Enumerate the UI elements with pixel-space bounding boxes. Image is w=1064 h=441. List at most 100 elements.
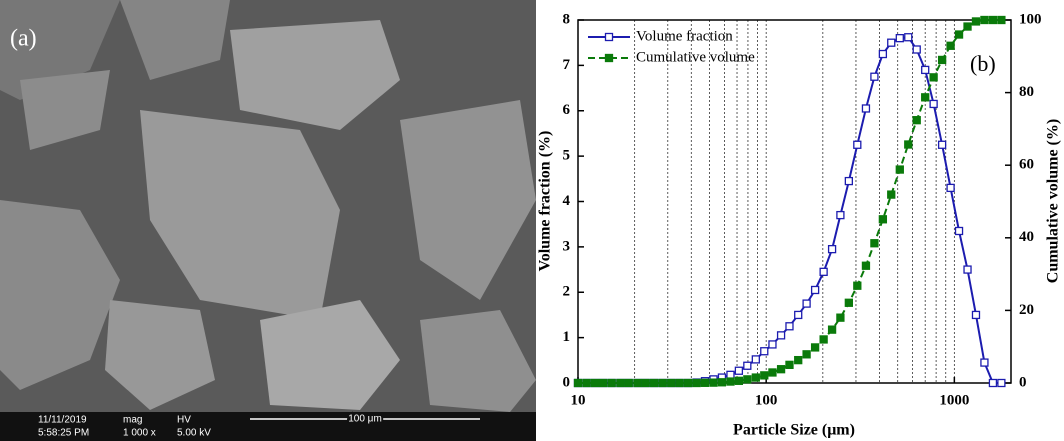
data-point <box>709 378 718 387</box>
y2-tick-label: 100 <box>1019 11 1042 27</box>
particle <box>20 70 110 150</box>
data-point <box>971 310 981 320</box>
data-point <box>650 378 659 388</box>
particle <box>230 20 400 130</box>
data-point <box>590 378 600 388</box>
data-point <box>904 33 913 42</box>
data-point <box>726 370 735 379</box>
y-tick-label: 2 <box>563 284 571 300</box>
data-point <box>836 210 845 220</box>
data-point <box>624 378 633 388</box>
particle <box>420 310 536 412</box>
data-point <box>700 378 710 387</box>
date: 11/11/2019 <box>38 415 87 426</box>
data-point <box>667 378 676 388</box>
x-tick-label: 10 <box>571 392 586 408</box>
data-point <box>912 116 921 125</box>
data-point <box>937 55 947 65</box>
data-point <box>776 331 786 340</box>
y-tick-label: 4 <box>563 193 571 209</box>
data-point <box>819 267 828 276</box>
series-line <box>578 36 1002 384</box>
data-point <box>751 355 760 364</box>
data-point <box>776 365 786 374</box>
data-point <box>768 340 777 349</box>
particle <box>140 110 340 320</box>
data-point <box>760 347 769 356</box>
data-point <box>785 322 794 331</box>
data-point <box>963 22 972 31</box>
data-point <box>810 285 820 295</box>
data-point <box>827 244 837 254</box>
data-point <box>946 183 955 193</box>
info-bar <box>0 412 536 441</box>
y2-tick-label: 60 <box>1019 157 1034 173</box>
data-point <box>633 378 642 388</box>
data-point <box>904 140 913 149</box>
legend-label: Cumulative volume <box>636 49 755 65</box>
data-point <box>675 378 684 388</box>
data-point <box>853 140 862 149</box>
data-point <box>844 298 853 307</box>
data-point <box>726 377 735 386</box>
y2-tick-label: 20 <box>1019 302 1034 318</box>
data-point <box>954 30 964 39</box>
x-axis-label: Particle Size (μm) <box>733 422 855 439</box>
data-point <box>768 368 777 377</box>
hv: 5.00 kV <box>177 428 211 439</box>
y-tick-label: 7 <box>563 57 571 73</box>
particle <box>0 0 120 100</box>
data-point <box>912 45 921 54</box>
data-point <box>988 15 998 25</box>
scale-label: 100 μm <box>348 414 382 425</box>
data-point <box>641 378 650 388</box>
data-point <box>760 371 769 380</box>
y-tick-label: 6 <box>563 102 571 118</box>
data-point <box>971 17 981 26</box>
data-point <box>988 378 998 388</box>
data-point <box>794 355 803 365</box>
data-point <box>743 375 752 384</box>
data-point <box>946 41 955 50</box>
data-point <box>887 190 896 199</box>
data-point <box>598 378 608 388</box>
data-point <box>836 313 845 322</box>
data-point <box>980 15 989 25</box>
data-point <box>861 261 871 270</box>
time: 5:58:25 PM <box>38 428 89 439</box>
data-point <box>954 226 964 236</box>
particle <box>0 200 120 390</box>
particle <box>120 0 230 80</box>
sem-image: (a) 11/11/2019 5:58:25 PM mag 1 000 x HV… <box>0 0 536 441</box>
data-point <box>844 176 853 186</box>
mag-title: mag <box>123 415 142 426</box>
data-point <box>887 38 896 47</box>
data-point <box>794 310 803 320</box>
data-point <box>692 378 701 388</box>
data-point <box>717 378 727 387</box>
panel-label: (a) <box>10 26 37 52</box>
particle <box>105 300 215 410</box>
data-point <box>785 360 794 370</box>
legend-marker <box>604 53 614 63</box>
y2-tick-label: 40 <box>1019 229 1034 245</box>
data-point <box>802 299 811 308</box>
data-point <box>921 93 930 102</box>
data-point <box>929 99 938 109</box>
data-point <box>827 325 837 334</box>
data-point <box>658 378 667 388</box>
data-point <box>734 366 744 375</box>
data-point <box>878 49 888 59</box>
data-point <box>963 265 972 274</box>
y2-axis-label: Cumulative volume (%) <box>1045 119 1062 283</box>
particle <box>400 100 536 300</box>
y-tick-label: 3 <box>563 238 571 254</box>
data-point <box>878 215 888 224</box>
legend-label: Volume fraction <box>636 28 733 44</box>
hv-title: HV <box>177 415 191 426</box>
data-point <box>743 361 752 370</box>
y2-tick-label: 80 <box>1019 84 1034 100</box>
data-point <box>870 72 879 81</box>
data-point <box>929 73 938 82</box>
